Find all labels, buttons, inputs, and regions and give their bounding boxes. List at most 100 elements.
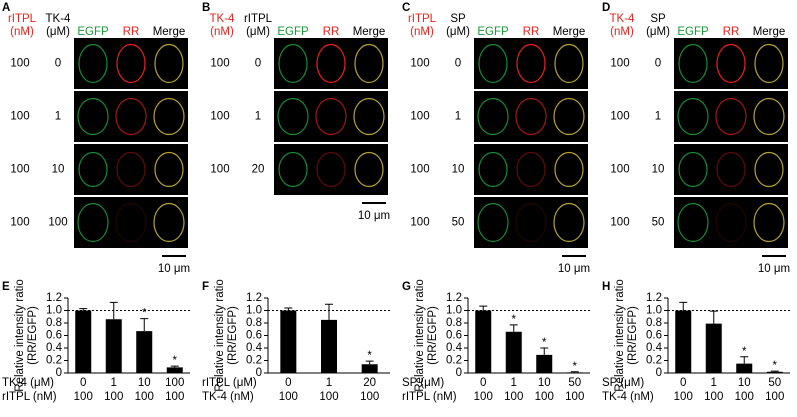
row-header: (nM) — [210, 26, 234, 38]
row-label: 100 — [610, 111, 629, 123]
cell-outline — [278, 151, 308, 188]
x-tick-label: 0 — [80, 377, 86, 389]
panel-letter: E — [2, 281, 10, 293]
row-label: 100 — [410, 217, 429, 229]
x-tick-label: 100 — [504, 391, 523, 403]
bar — [705, 323, 722, 373]
bar — [321, 319, 337, 373]
micrograph-strip — [274, 91, 388, 142]
row-label: 0 — [255, 58, 261, 70]
bar — [675, 310, 692, 373]
y-tick-label: 0 — [56, 367, 62, 379]
error-bar — [509, 324, 518, 332]
row-label: 0 — [455, 58, 461, 70]
y-tick-label: 1.0 — [446, 305, 462, 317]
error-bar — [740, 356, 749, 364]
y-axis-label: (RR/EGFP) — [627, 306, 639, 365]
error-bar — [679, 301, 688, 311]
x-row-label: SP (μM) — [402, 377, 444, 389]
cell-outline — [754, 151, 784, 188]
bar — [75, 310, 92, 373]
channel-label: RR — [123, 26, 140, 38]
channel-label: EGFP — [477, 26, 509, 38]
cell-outline — [677, 202, 709, 243]
x-tick-label: 0 — [680, 377, 686, 389]
y-tick-label: 0.4 — [246, 342, 263, 354]
significance-mark: * — [742, 346, 747, 358]
error-bar — [79, 308, 88, 311]
bar — [361, 364, 378, 373]
x-tick-label: 100 — [735, 391, 754, 403]
cell-outline — [278, 43, 308, 84]
x-row-label: rITPL (nM) — [2, 391, 57, 403]
scale-bar-label: 10 μm — [158, 263, 190, 275]
x-row-label: rITPL (μM) — [202, 377, 257, 389]
channel-label: Merge — [553, 26, 586, 38]
y-tick-label: 0.4 — [46, 342, 63, 354]
row-header: rITPL — [8, 13, 37, 25]
row-label: 20 — [252, 164, 265, 176]
channel-label: EGFP — [677, 26, 709, 38]
y-axis-label: (RR/EGFP) — [427, 306, 439, 365]
cell-outline — [277, 97, 309, 136]
cell-outline — [154, 43, 184, 84]
row-label: 100 — [410, 164, 429, 176]
bar — [766, 371, 783, 373]
row-header: (μM) — [246, 26, 270, 38]
panel-letter: F — [202, 281, 209, 293]
bar — [105, 319, 122, 373]
x-row-label: SP (μM) — [602, 377, 644, 389]
bar — [536, 354, 553, 373]
y-tick-label: 1.0 — [646, 305, 662, 317]
error-bar — [140, 318, 149, 332]
micrograph-strip — [674, 197, 788, 248]
y-tick-label: 0.2 — [646, 355, 662, 367]
cell-outline — [715, 202, 747, 243]
cell-outline — [753, 97, 785, 136]
channel-label: EGFP — [77, 26, 109, 38]
row-header: rITPL — [244, 13, 273, 25]
cell-outline — [678, 43, 708, 84]
y-tick-label: 0 — [256, 367, 262, 379]
cell-outline — [716, 151, 746, 188]
significance-mark: * — [512, 314, 517, 326]
x-tick-label: 10 — [138, 377, 151, 389]
x-tick-label: 100 — [165, 377, 184, 389]
significance-mark: * — [142, 308, 147, 320]
cell-outline — [753, 202, 785, 243]
micrograph-strip — [274, 38, 388, 89]
x-tick-label: 10 — [738, 377, 751, 389]
x-tick-label: 1 — [511, 377, 517, 389]
x-tick-label: 100 — [535, 391, 554, 403]
error-bar — [540, 347, 549, 355]
y-tick-label: 0.6 — [246, 330, 262, 342]
y-tick-label: 0.6 — [446, 330, 462, 342]
cell-outline — [478, 151, 508, 188]
cell-outline — [153, 97, 185, 136]
micrograph-strip — [474, 38, 588, 89]
x-tick-label: 100 — [565, 391, 584, 403]
cell-outline — [677, 97, 709, 136]
cell-outline — [515, 202, 547, 243]
cell-outline — [477, 202, 509, 243]
cell-outline — [78, 151, 108, 188]
x-tick-label: 1 — [111, 377, 117, 389]
x-tick-label: 100 — [765, 391, 784, 403]
row-label: 100 — [210, 58, 229, 70]
cell-outline — [754, 43, 784, 84]
x-tick-label: 10 — [538, 377, 551, 389]
x-tick-label: 100 — [704, 391, 723, 403]
cell-outline — [354, 43, 384, 84]
channel-label: RR — [523, 26, 540, 38]
y-tick-label: 1.2 — [446, 292, 462, 304]
y-axis-label: Relative intensity ratio — [614, 279, 626, 392]
row-label: 100 — [610, 164, 629, 176]
row-label: 100 — [10, 58, 29, 70]
y-axis-label: Relative intensity ratio — [214, 279, 226, 392]
channel-label: RR — [723, 26, 740, 38]
cell-outline — [78, 43, 108, 84]
cell-outline — [77, 97, 109, 136]
cell-outline — [316, 151, 346, 188]
channel-label: Merge — [353, 26, 386, 38]
